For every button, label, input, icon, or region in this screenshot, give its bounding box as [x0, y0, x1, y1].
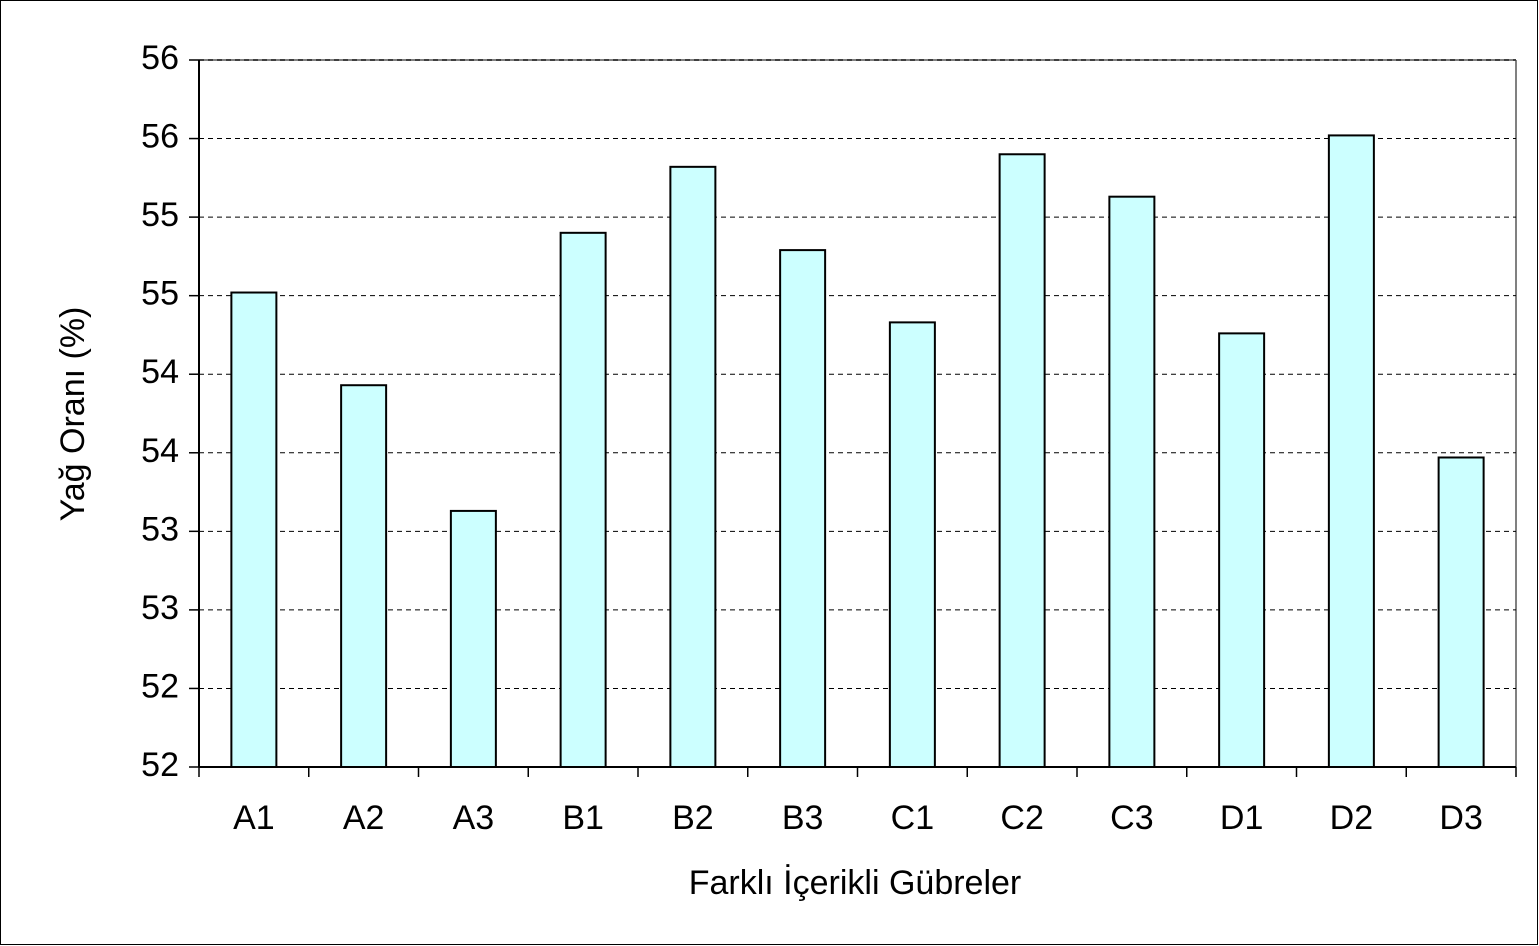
bar [1437, 456, 1485, 768]
y-tick-label: 54 [141, 353, 179, 391]
y-tick-label: 54 [141, 432, 179, 470]
x-tick-label: D2 [1330, 799, 1373, 837]
x-tick-label: A1 [233, 799, 275, 837]
x-tick-label: A3 [453, 799, 495, 837]
x-tick-label: C1 [891, 799, 934, 837]
x-tick-label: D3 [1439, 799, 1482, 837]
y-tick-label: 53 [141, 589, 179, 627]
bar [340, 384, 388, 768]
x-tick-label: D1 [1220, 799, 1263, 837]
y-tick-label: 56 [141, 39, 179, 77]
bar [449, 509, 497, 768]
x-tick-label: C2 [1000, 799, 1043, 837]
bar [1218, 332, 1266, 768]
bar [1108, 195, 1156, 769]
bar [230, 291, 278, 768]
y-tick-label: 56 [141, 118, 179, 156]
x-tick-label: B2 [672, 799, 714, 837]
y-tick-label: 52 [141, 667, 179, 705]
bar [888, 321, 936, 768]
y-tick-label: 55 [141, 196, 179, 234]
bar [998, 153, 1046, 768]
y-tick-label: 52 [141, 746, 179, 784]
y-axis-title: Yağ Oranı (%) [54, 307, 92, 522]
bar [1327, 134, 1375, 768]
x-axis-title: Farklı İçerikli Gübreler [689, 864, 1022, 902]
x-tick-label: C3 [1110, 799, 1153, 837]
bar [779, 249, 827, 769]
x-tick-label: A2 [343, 799, 385, 837]
y-tick-label: 53 [141, 510, 179, 548]
bar [669, 165, 717, 768]
bar [559, 231, 607, 769]
x-tick-label: B3 [782, 799, 824, 837]
y-tick-label: 55 [141, 275, 179, 313]
x-tick-label: B1 [562, 799, 604, 837]
